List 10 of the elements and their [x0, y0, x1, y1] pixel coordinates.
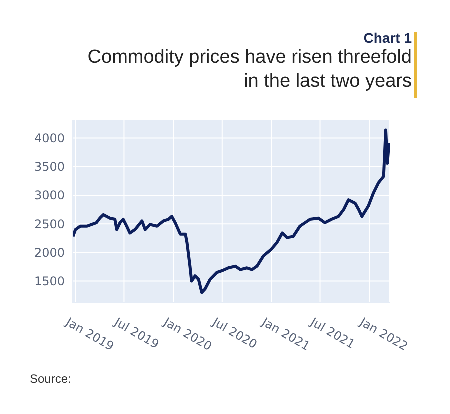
y-tick-label: 1500	[34, 274, 65, 289]
y-tick-label: 3500	[34, 160, 65, 174]
y-tick-label: 2000	[34, 246, 65, 260]
line-series	[73, 128, 390, 294]
chart-title: Commodity prices have risen threefold in the last two years	[88, 46, 412, 94]
source-note: Source:	[30, 372, 72, 386]
y-tick-label: 2500	[34, 217, 65, 232]
y-tick-label: 4000	[34, 132, 65, 146]
chart-subtitle: Chart 1	[362, 30, 412, 46]
y-tick-label: 3000	[34, 188, 65, 203]
